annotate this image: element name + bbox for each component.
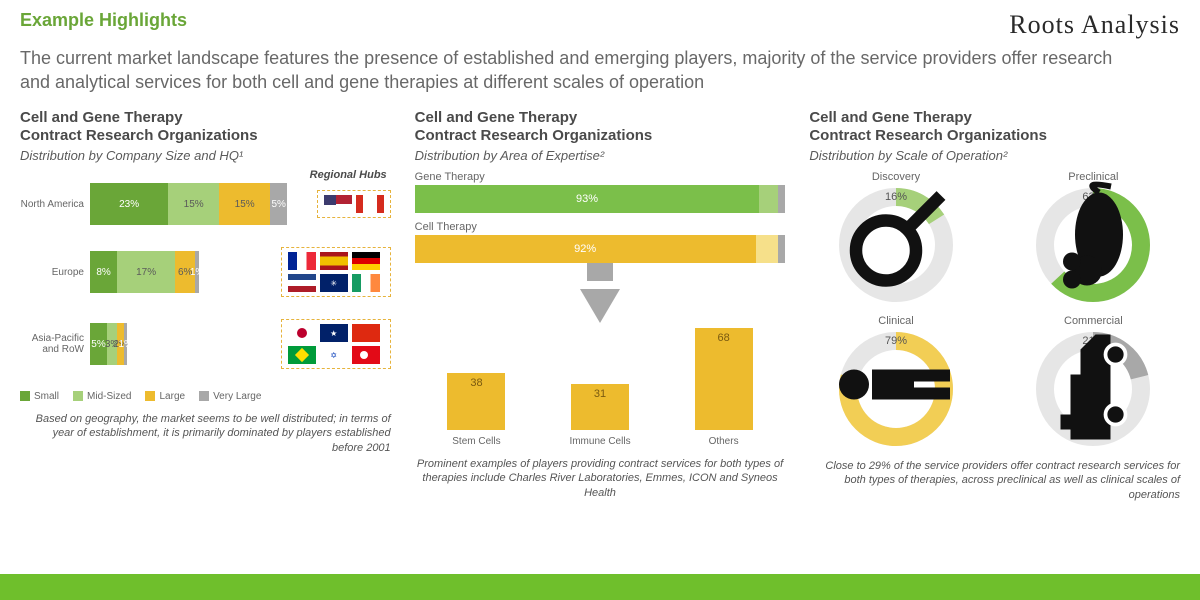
bar-segment xyxy=(759,185,778,213)
flag-tr-icon xyxy=(352,346,380,364)
panel-area-expertise: Cell and Gene Therapy Contract Research … xyxy=(415,109,786,502)
flag-us-icon xyxy=(324,195,352,213)
flag-es-icon xyxy=(320,252,348,270)
bar-x-label: Immune Cells xyxy=(569,436,630,447)
panel2-title-line2: Contract Research Organizations xyxy=(415,127,786,146)
bar-x-label: Stem Cells xyxy=(452,436,500,447)
stacked-bar-row: Asia-Pacific and RoW5%3%2%1%★✡ xyxy=(20,319,391,369)
stacked-bar-row: North America23%15%15%5% xyxy=(20,183,391,225)
vertical-bar: 68 Others xyxy=(682,328,766,447)
horizontal-bar: 93% xyxy=(415,185,786,213)
panel3-subtitle: Distribution by Scale of Operation² xyxy=(809,148,1180,163)
flag-cn-icon xyxy=(352,324,380,342)
stacked-bar: 5%3%2%1% xyxy=(90,323,127,365)
donut-cell: Discovery16% xyxy=(809,171,982,305)
bar-segment: 17% xyxy=(117,251,175,293)
horizontal-bar: 92% xyxy=(415,235,786,263)
panel2-title-line1: Cell and Gene Therapy xyxy=(415,109,786,128)
arrow-down-icon xyxy=(580,289,620,323)
hbar-label: Gene Therapy xyxy=(415,171,786,183)
highlights-label: Example Highlights xyxy=(20,10,187,31)
panel2-caption: Prominent examples of players providing … xyxy=(415,457,786,500)
bar-segment: 15% xyxy=(219,183,270,225)
region-label: North America xyxy=(20,199,90,210)
donut-chart: 16% xyxy=(836,185,956,305)
legend-swatch xyxy=(199,391,209,401)
legend-swatch xyxy=(20,391,30,401)
legend-item: Mid-Sized xyxy=(73,391,131,402)
flag-ie-icon xyxy=(352,274,380,292)
flag-nl-icon xyxy=(288,274,316,292)
bar-segment: 1% xyxy=(195,251,198,293)
legend-item: Large xyxy=(145,391,185,402)
flag-au-icon: ★ xyxy=(320,324,348,342)
panel3-title-line2: Contract Research Organizations xyxy=(809,127,1180,146)
vertical-bar: 31 Immune Cells xyxy=(558,384,642,448)
flag-uk-icon: ✳ xyxy=(320,274,348,292)
bar-segment xyxy=(756,235,778,263)
donut-cell: Clinical79% xyxy=(809,315,982,449)
bar-column: 38 xyxy=(447,373,505,430)
donut-cell: Commercial21% xyxy=(1007,315,1180,449)
bar-segment: 1% xyxy=(124,323,127,365)
bar-segment: 23% xyxy=(90,183,168,225)
panel1-title-line1: Cell and Gene Therapy xyxy=(20,109,391,128)
flag-de-icon xyxy=(352,252,380,270)
panel-scale-operation: Cell and Gene Therapy Contract Research … xyxy=(809,109,1180,502)
bar-segment xyxy=(778,185,785,213)
legend-item: Small xyxy=(20,391,59,402)
mouse-icon xyxy=(1033,181,1153,310)
donut-chart: 21% xyxy=(1033,329,1153,449)
intro-text: The current market landscape features th… xyxy=(20,46,1120,95)
legend-swatch xyxy=(145,391,155,401)
bar-column: 68 xyxy=(695,328,753,430)
stacked-bar-row: Europe8%17%6%1% ✳ xyxy=(20,247,391,297)
stacked-bar: 23%15%15%5% xyxy=(90,183,287,225)
donut-chart: 79% xyxy=(836,329,956,449)
bar-segment xyxy=(778,235,785,263)
footer-bar xyxy=(0,574,1200,600)
bar-segment: 15% xyxy=(168,183,219,225)
stacked-bar: 8%17%6%1% xyxy=(90,251,199,293)
regional-hubs-label: Regional Hubs xyxy=(20,169,387,181)
arrow-stem xyxy=(587,263,613,281)
flag-jp-icon xyxy=(288,324,316,342)
bar-column: 31 xyxy=(571,384,629,431)
donut-cell: Preclinical63% xyxy=(1007,171,1180,305)
person-icon xyxy=(836,325,956,454)
region-label: Europe xyxy=(20,267,90,278)
donut-chart: 63% xyxy=(1033,185,1153,305)
truck-icon xyxy=(1033,325,1153,454)
flag-group: ✳ xyxy=(281,247,391,297)
bar-segment: 92% xyxy=(415,235,756,263)
flag-br-icon xyxy=(288,346,316,364)
panel3-title-line1: Cell and Gene Therapy xyxy=(809,109,1180,128)
panel1-title-line2: Contract Research Organizations xyxy=(20,127,391,146)
hbar-label: Cell Therapy xyxy=(415,221,786,233)
flag-group xyxy=(317,190,391,218)
panel1-caption: Based on geography, the market seems to … xyxy=(20,412,391,455)
bar-segment: 93% xyxy=(415,185,760,213)
flag-group: ★✡ xyxy=(281,319,391,369)
bar-segment: 8% xyxy=(90,251,117,293)
panel-company-size-hq: Cell and Gene Therapy Contract Research … xyxy=(20,109,391,502)
bar-x-label: Others xyxy=(709,436,739,447)
panel1-subtitle: Distribution by Company Size and HQ¹ xyxy=(20,148,391,163)
bar-segment: 5% xyxy=(270,183,287,225)
brand-logo: Roots Analysis xyxy=(1009,10,1180,40)
legend-swatch xyxy=(73,391,83,401)
panel2-vertical-bars: 38 Stem Cells 31 Immune Cells 68 Others xyxy=(415,327,786,447)
panel2-subtitle: Distribution by Area of Expertise² xyxy=(415,148,786,163)
flag-ca-icon xyxy=(356,195,384,213)
panel1-legend: Small Mid-Sized Large Very Large xyxy=(20,391,391,402)
region-label: Asia-Pacific and RoW xyxy=(20,333,90,355)
vertical-bar: 38 Stem Cells xyxy=(435,373,519,447)
search-icon xyxy=(836,181,956,310)
legend-item: Very Large xyxy=(199,391,261,402)
panel3-caption: Close to 29% of the service providers of… xyxy=(809,459,1180,502)
flag-fr-icon xyxy=(288,252,316,270)
flag-il-icon: ✡ xyxy=(320,346,348,364)
